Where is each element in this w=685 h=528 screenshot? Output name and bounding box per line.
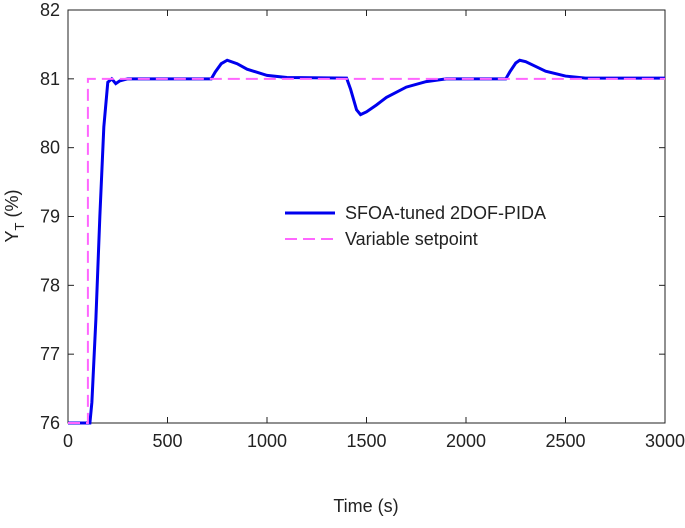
y-label-main: Y <box>2 230 22 242</box>
y-tick-label: 81 <box>40 69 60 89</box>
y-tick-label: 77 <box>40 344 60 364</box>
series-line <box>68 77 665 424</box>
y-axis-label: YT (%) <box>2 190 27 243</box>
y-tick-label: 78 <box>40 275 60 295</box>
x-tick-label: 0 <box>63 431 73 451</box>
legend-label: SFOA-tuned 2DOF-PIDA <box>345 203 546 223</box>
y-tick-label: 76 <box>40 413 60 433</box>
x-tick-label: 2000 <box>446 431 486 451</box>
y-tick-label: 82 <box>40 0 60 20</box>
x-tick-label: 500 <box>152 431 182 451</box>
y-tick-label: 79 <box>40 207 60 227</box>
x-axis-label: Time (s) <box>333 496 398 516</box>
legend-label: Variable setpoint <box>345 229 478 249</box>
y-label-sub: T <box>12 222 27 230</box>
x-tick-label: 1500 <box>346 431 386 451</box>
x-tick-label: 2500 <box>545 431 585 451</box>
y-label-rest: (%) <box>2 190 22 223</box>
x-tick-label: 3000 <box>645 431 685 451</box>
y-tick-label: 80 <box>40 138 60 158</box>
x-tick-label: 1000 <box>247 431 287 451</box>
